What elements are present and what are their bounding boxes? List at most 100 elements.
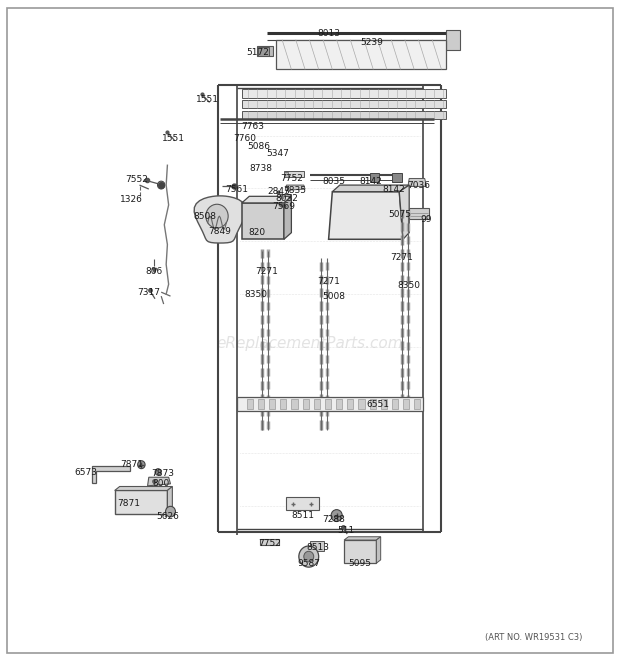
Polygon shape [344, 537, 381, 540]
Bar [403, 399, 409, 409]
Polygon shape [257, 46, 273, 56]
Text: 5347: 5347 [267, 149, 289, 158]
Text: 7288: 7288 [322, 515, 345, 524]
Bar [286, 497, 319, 510]
Bar [409, 208, 429, 219]
Polygon shape [332, 185, 409, 192]
Text: 7036: 7036 [407, 180, 430, 190]
Text: 7271: 7271 [317, 277, 340, 286]
Bar [269, 399, 275, 409]
Text: 1326: 1326 [120, 195, 143, 204]
Bar [392, 399, 398, 409]
Text: 7271: 7271 [255, 266, 278, 276]
Circle shape [206, 204, 228, 228]
Polygon shape [148, 477, 171, 486]
Bar [392, 173, 402, 182]
Text: 7561: 7561 [225, 184, 249, 194]
Text: 9587: 9587 [297, 559, 321, 568]
Polygon shape [260, 539, 279, 545]
Text: 7871: 7871 [117, 499, 141, 508]
Bar [237, 397, 423, 411]
Text: 7552: 7552 [125, 175, 148, 184]
Polygon shape [115, 490, 167, 514]
Text: 5008: 5008 [322, 292, 345, 301]
Text: 8032: 8032 [275, 194, 298, 203]
Circle shape [331, 510, 342, 522]
Text: 7271: 7271 [391, 253, 413, 262]
Polygon shape [92, 466, 130, 483]
Text: 8035: 8035 [322, 176, 345, 186]
Bar [291, 399, 298, 409]
Bar [280, 399, 286, 409]
Polygon shape [284, 172, 288, 177]
Polygon shape [242, 89, 446, 98]
Bar [242, 203, 284, 239]
Circle shape [166, 506, 175, 517]
Circle shape [157, 181, 165, 189]
Text: 5626: 5626 [156, 512, 179, 522]
Bar [303, 399, 309, 409]
Text: 6573: 6573 [74, 468, 97, 477]
Text: 7763: 7763 [241, 122, 265, 132]
Polygon shape [115, 486, 172, 490]
Text: 7835: 7835 [283, 186, 306, 195]
Bar [347, 399, 353, 409]
Text: 7752: 7752 [259, 539, 281, 548]
Bar [344, 540, 376, 563]
Text: 8511: 8511 [291, 511, 314, 520]
Polygon shape [276, 40, 446, 69]
Bar [336, 399, 342, 409]
Bar [247, 399, 253, 409]
Bar [370, 173, 379, 182]
Text: 5086: 5086 [247, 142, 271, 151]
Text: 8142: 8142 [360, 176, 382, 186]
Text: 7569: 7569 [272, 202, 296, 212]
Bar [325, 399, 331, 409]
Bar [446, 30, 460, 50]
Bar [370, 399, 376, 409]
Bar [414, 399, 420, 409]
Text: 806: 806 [145, 266, 162, 276]
Polygon shape [167, 486, 172, 514]
Bar [258, 399, 264, 409]
Text: 8738: 8738 [249, 164, 272, 173]
Text: 6551: 6551 [366, 400, 390, 409]
Text: 7317: 7317 [137, 288, 161, 297]
Bar [314, 399, 320, 409]
Polygon shape [329, 192, 403, 239]
Polygon shape [194, 196, 246, 243]
Text: 7752: 7752 [280, 174, 303, 183]
Text: 820: 820 [249, 228, 266, 237]
Text: 8508: 8508 [193, 212, 216, 221]
Text: 99: 99 [421, 215, 432, 224]
Polygon shape [242, 100, 446, 108]
Text: 7871: 7871 [120, 459, 143, 469]
Circle shape [299, 546, 319, 567]
Text: 511: 511 [337, 525, 355, 535]
Bar [381, 399, 387, 409]
Text: 5075: 5075 [388, 210, 412, 219]
Polygon shape [285, 185, 305, 190]
Text: 7849: 7849 [209, 227, 231, 236]
Circle shape [138, 461, 145, 469]
Text: 8350: 8350 [397, 281, 421, 290]
Text: 800: 800 [153, 479, 170, 488]
Text: 8513: 8513 [306, 543, 329, 552]
Bar [358, 399, 365, 409]
Text: 8013: 8013 [317, 28, 340, 38]
Text: 5095: 5095 [348, 559, 371, 568]
Polygon shape [399, 185, 409, 239]
Bar [310, 541, 324, 551]
Text: (ART NO. WR19531 C3): (ART NO. WR19531 C3) [484, 633, 582, 642]
Text: 7760: 7760 [233, 134, 257, 143]
Circle shape [155, 469, 161, 475]
Circle shape [304, 551, 314, 562]
Text: 8142: 8142 [383, 184, 405, 194]
Polygon shape [242, 196, 291, 203]
Text: 2843: 2843 [268, 187, 290, 196]
Polygon shape [280, 194, 291, 199]
Text: eReplacementParts.com: eReplacementParts.com [216, 336, 404, 351]
Text: 7873: 7873 [151, 469, 174, 478]
Text: 5172: 5172 [246, 48, 268, 58]
Polygon shape [284, 171, 304, 177]
